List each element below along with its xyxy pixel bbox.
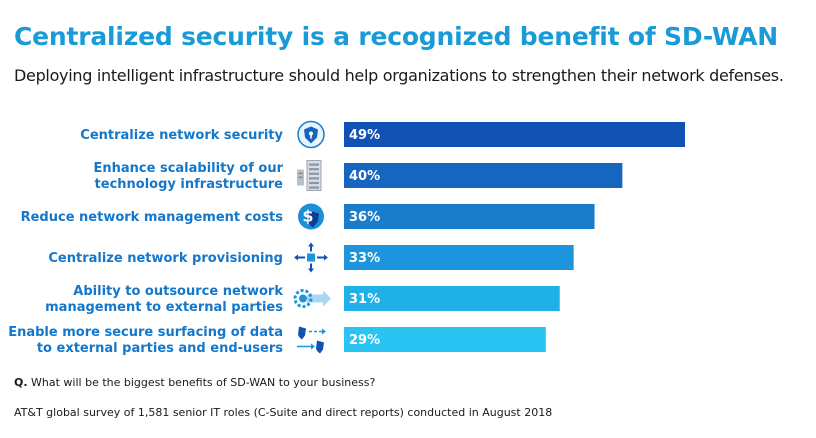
dollar-shield-icon: $ [298, 203, 324, 230]
bar [344, 122, 685, 147]
svg-text:$: $ [302, 207, 313, 226]
bar [344, 163, 623, 188]
value-label: 31% [349, 292, 380, 307]
bar [344, 204, 595, 229]
category-label: Centralize network provisioning [48, 251, 283, 266]
category-label: Enhance scalability of our technology inf… [93, 161, 283, 192]
value-label: 29% [349, 333, 380, 348]
bar [344, 327, 546, 352]
shield-icon [297, 120, 325, 149]
bar [344, 286, 560, 311]
category-label: Reduce network management costs [21, 210, 284, 225]
server-rack-icon [297, 160, 322, 191]
bar-chart: Centralize network security 49% Enhance sc… [8, 120, 685, 356]
value-label: 40% [349, 169, 380, 184]
question-text: What will be the biggest benefits of SD-… [27, 376, 376, 389]
question-prefix: Q. [14, 376, 28, 389]
bar [344, 245, 574, 270]
network-arrows-icon [294, 242, 328, 273]
category-label: Enable more secure surfacing of data to e… [8, 325, 283, 356]
category-label: Centralize network security [80, 128, 283, 143]
secure-transfer-icon [297, 326, 326, 354]
gear-arrow-icon [293, 289, 331, 308]
value-label: 49% [349, 128, 380, 143]
value-label: 33% [349, 251, 380, 266]
page-subtitle: Deploying intelligent infrastructure sho… [14, 66, 784, 85]
survey-question: Q. What will be the biggest benefits of … [14, 376, 375, 389]
page-title: Centralized security is a recognized ben… [14, 22, 779, 51]
survey-source: AT&T global survey of 1,581 senior IT ro… [14, 406, 553, 419]
category-label: Ability to outsource network management t… [45, 284, 283, 315]
value-label: 36% [349, 210, 380, 225]
